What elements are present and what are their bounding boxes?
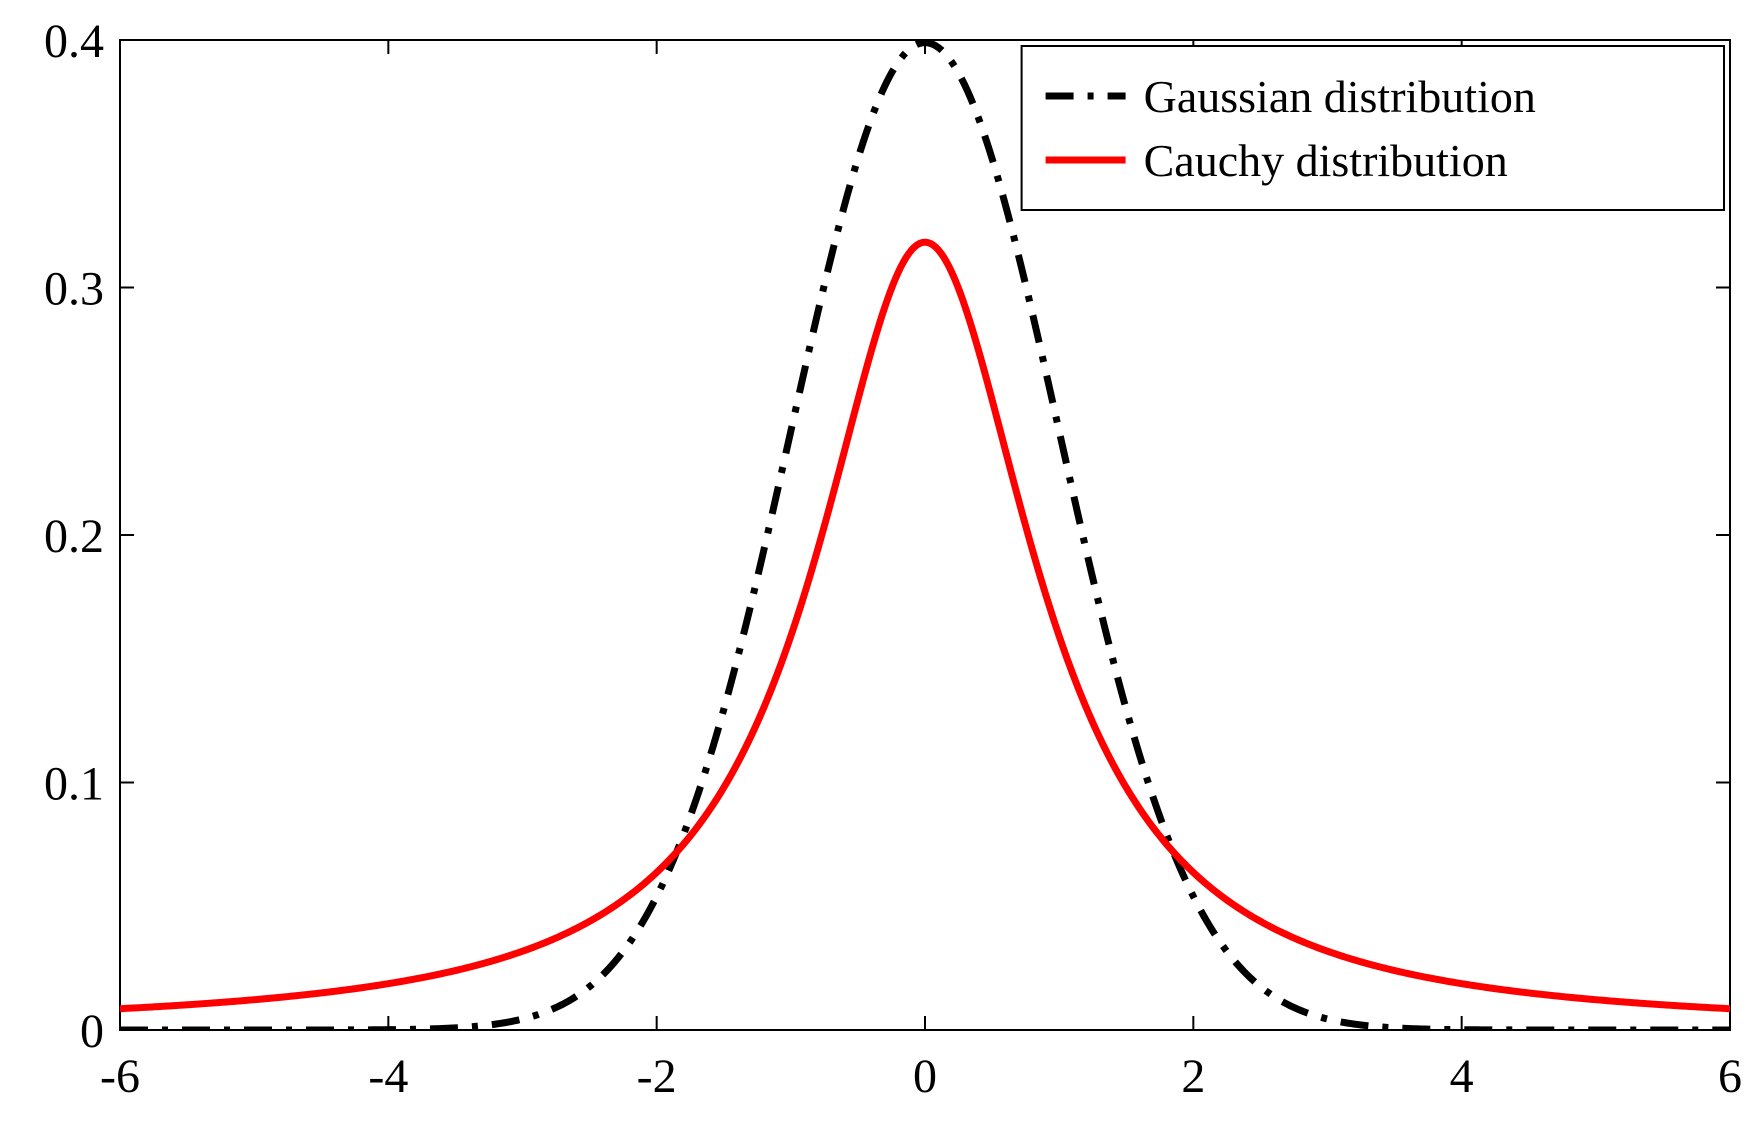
y-tick-label: 0.4 <box>44 15 104 68</box>
y-tick-label: 0.2 <box>44 510 104 563</box>
x-tick-label: 4 <box>1450 1050 1474 1103</box>
legend-label: Cauchy distribution <box>1144 135 1508 186</box>
y-tick-label: 0 <box>80 1005 104 1058</box>
chart-svg: -6 -4 -2 0 2 4 6 0 0.1 0.2 0.3 0.4 Gaussian distribu… <box>0 0 1758 1132</box>
series-cauchy <box>120 242 1730 1009</box>
y-tick-label: 0.3 <box>44 262 104 315</box>
x-tick-label: -6 <box>100 1050 140 1103</box>
legend-label: Gaussian distribution <box>1144 71 1536 122</box>
x-tick-label: 0 <box>913 1050 937 1103</box>
legend: Gaussian distribution Cauchy distribution <box>1022 46 1724 210</box>
x-tick-label: 6 <box>1718 1050 1742 1103</box>
x-tick-label: -4 <box>368 1050 408 1103</box>
y-tick-label: 0.1 <box>44 757 104 810</box>
x-tick-label: -2 <box>637 1050 677 1103</box>
x-tick-label: 2 <box>1181 1050 1205 1103</box>
distribution-chart: -6 -4 -2 0 2 4 6 0 0.1 0.2 0.3 0.4 Gaussian distribu… <box>0 0 1758 1132</box>
